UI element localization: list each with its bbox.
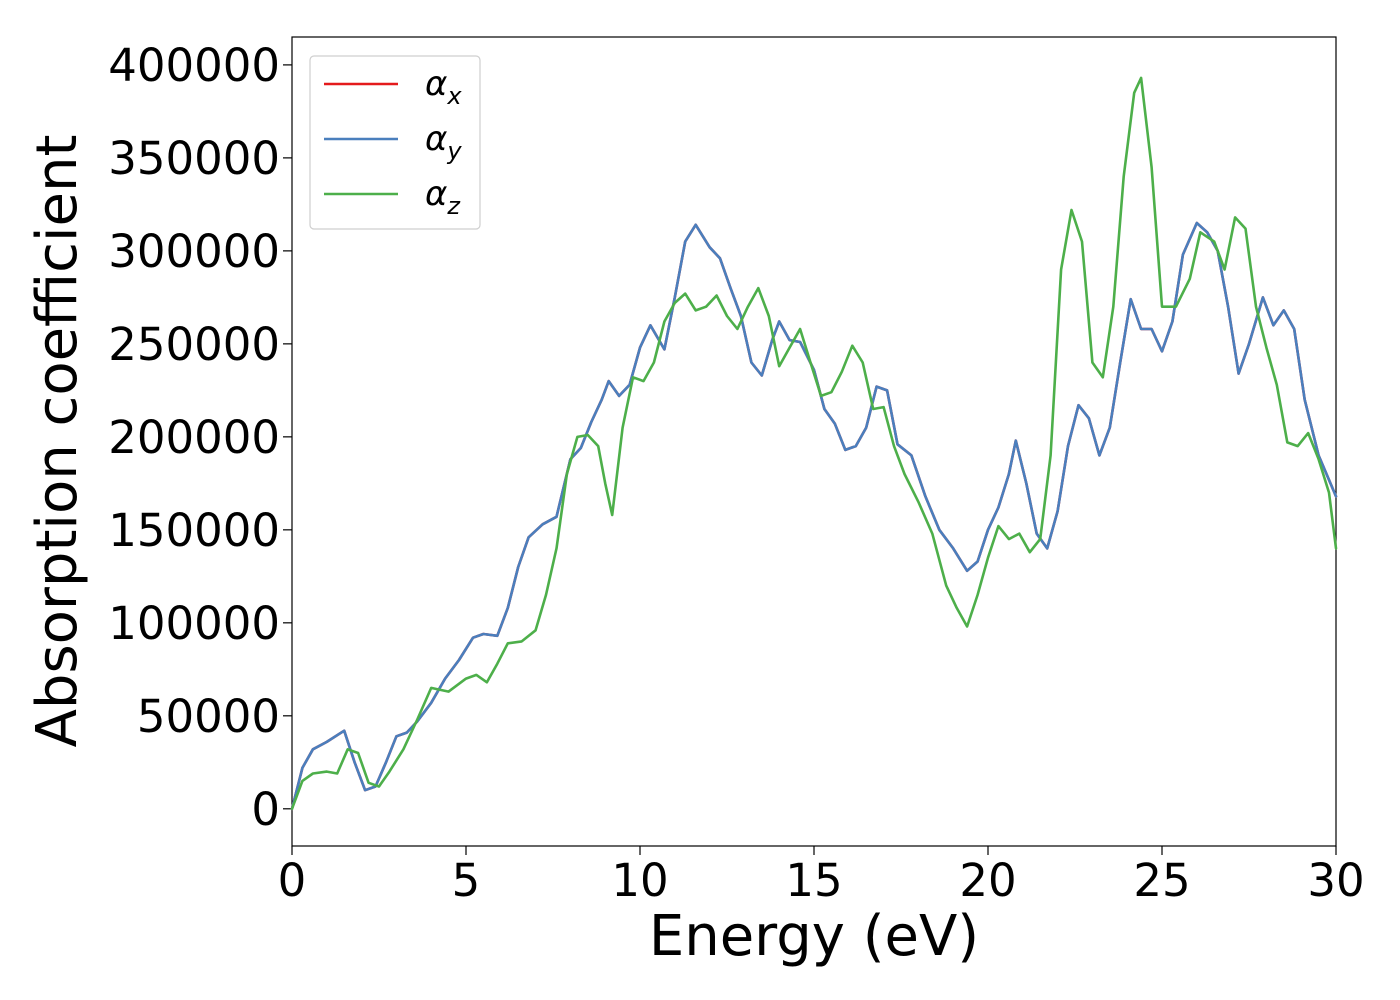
x-tick-label: 25 (1133, 854, 1190, 907)
legend-label-subscript: y (446, 137, 462, 165)
y-axis-label: Absorption coefficient (25, 135, 90, 748)
legend-label-base: α (425, 174, 447, 214)
x-tick-label: 20 (959, 854, 1016, 907)
y-tick-label: 300000 (108, 225, 280, 278)
legend-label-base: α (425, 119, 447, 159)
series-line-x (290, 221, 1338, 811)
y-tick-label: 400000 (108, 39, 280, 92)
series-layer (290, 76, 1338, 811)
series-line-y (290, 221, 1338, 811)
legend-label-y: αy (425, 119, 462, 165)
y-tick-label: 250000 (108, 318, 280, 371)
y-tick-label: 50000 (137, 690, 280, 743)
x-tick-label: 10 (611, 854, 668, 907)
x-tick-label: 5 (452, 854, 481, 907)
y-tick-label: 350000 (108, 132, 280, 185)
legend-label-subscript: z (446, 192, 461, 220)
series-line-z (290, 76, 1338, 811)
y-axis-ticks: 0 50000 100000 150000 200000 250000 300000 3500… (108, 39, 292, 836)
y-tick-label: 150000 (108, 504, 280, 557)
y-tick-label: 0 (251, 783, 280, 836)
legend-label-subscript: x (446, 82, 462, 110)
x-axis-label: Energy (eV) (649, 904, 979, 969)
legend-label-z: αz (425, 174, 461, 220)
legend-box (309, 55, 481, 230)
y-tick-label: 200000 (108, 411, 280, 464)
y-tick-label: 100000 (108, 597, 280, 650)
x-axis-ticks: 0 5 10 15 20 25 30 (278, 846, 1365, 907)
legend-label-base: α (425, 64, 447, 104)
legend-label-x: αx (425, 64, 462, 110)
x-tick-label: 15 (785, 854, 842, 907)
x-tick-label: 0 (278, 854, 307, 907)
x-tick-label: 30 (1307, 854, 1364, 907)
